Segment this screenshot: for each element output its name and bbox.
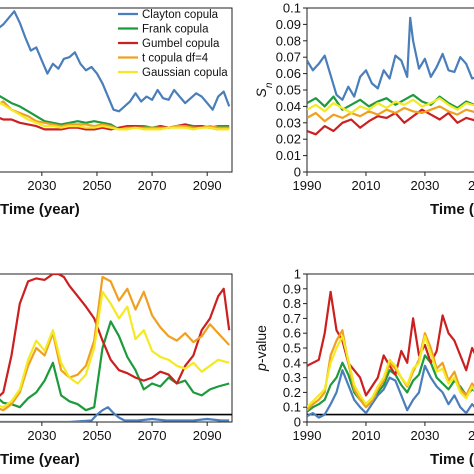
y-tick-label: 0: [294, 415, 301, 430]
series-line-clayton-copula: [0, 406, 230, 422]
series-line-t-copula-df-4: [307, 329, 474, 411]
series-line-frank-copula: [307, 354, 474, 413]
legend-label: Clayton copula: [142, 9, 219, 21]
legend-label: Gumbel copula: [142, 38, 220, 50]
series-line-gumbel-copula: [0, 117, 230, 131]
x-tick-label: 2030: [410, 178, 439, 193]
plot-area: [0, 273, 233, 423]
series-line-clayton-copula: [0, 10, 231, 113]
chart-panel-4: 1990 2010 2030 2 00.10.20.30.40.50.60.70.80.…: [253, 267, 474, 468]
series-line-gumbel-copula: [0, 274, 231, 397]
series-group: [0, 274, 231, 422]
series-line-gaussian-copula: [0, 101, 230, 131]
y-tick-label: 0.05: [276, 83, 301, 98]
series-line-clayton-copula: [307, 16, 474, 101]
series-line-clayton-copula: [307, 364, 474, 419]
y-axis-title: p-value: [253, 325, 269, 372]
y-tick-label: 0.04: [276, 99, 301, 114]
y-tick-label: 0: [294, 165, 301, 180]
series-line-frank-copula: [0, 94, 230, 131]
x-tick-label: 2010: [352, 428, 381, 443]
y-tick-label: 0.2: [283, 385, 301, 400]
y-tick-label: 0.07: [276, 50, 301, 65]
y-tick-label: 0.9: [283, 281, 301, 296]
series-line-frank-copula: [307, 93, 474, 111]
x-tick-label: 2070: [138, 428, 167, 443]
y-tick-label: 0.6: [283, 326, 301, 341]
legend-label: Frank copula: [142, 24, 209, 36]
x-tick-label: 1990: [293, 428, 322, 443]
y-tick-label: 0.03: [276, 115, 301, 130]
plot-area: [306, 7, 474, 173]
series-line-t-copula-df-4: [307, 105, 474, 123]
y-tick-label: 0.1: [283, 1, 301, 16]
x-tick-label: 2030: [27, 178, 56, 193]
chart-panel-1: 2030 2050 2070 2090 Time (year) Clayton copul…: [0, 7, 233, 218]
series-group: [307, 290, 474, 419]
y-tick-label: 0.02: [276, 132, 301, 147]
series-line-gumbel-copula: [307, 108, 474, 136]
legend-label: t copula df=4: [142, 53, 209, 65]
x-tick-label: 2050: [83, 178, 112, 193]
series-line-gaussian-copula: [307, 335, 474, 408]
x-tick-label: 2050: [83, 428, 112, 443]
x-tick-label: 2010: [352, 178, 381, 193]
x-axis-title: Time (year): [0, 201, 80, 218]
series-line-t-copula-df-4: [0, 100, 230, 131]
y-tick-label: 0.5: [283, 341, 301, 356]
series-group: [307, 16, 474, 136]
y-tick-label: 0.01: [276, 148, 301, 163]
y-axis-title: Sn: [253, 82, 275, 97]
y-tick-label: 0.8: [283, 296, 301, 311]
y-tick-label: 0.3: [283, 370, 301, 385]
series-line-frank-copula: [0, 320, 230, 412]
x-tick-label: 2: [468, 428, 474, 443]
series-line-gaussian-copula: [0, 290, 230, 409]
x-axis-title: Time (: [430, 201, 474, 218]
y-tick-label: 1: [294, 267, 301, 282]
x-tick-label: 2: [468, 178, 474, 193]
x-tick-label: 2090: [193, 428, 222, 443]
series-line-t-copula-df-4: [0, 275, 231, 412]
series-line-gaussian-copula: [307, 97, 474, 115]
x-tick-label: 2070: [138, 178, 167, 193]
y-tick-label: 0.4: [283, 355, 301, 370]
chart-panel-3: 2030 2050 2070 2090 Time (year): [0, 273, 233, 468]
y-tick-label: 0.06: [276, 66, 301, 81]
y-tick-label: 0.08: [276, 33, 301, 48]
legend-label: Gaussian copula: [142, 67, 228, 79]
series-group: [0, 10, 231, 131]
y-tick-label: 0.09: [276, 17, 301, 32]
x-axis-title: Time (year): [0, 451, 80, 468]
x-tick-label: 2030: [27, 428, 56, 443]
x-tick-label: 2030: [410, 428, 439, 443]
plot-area: [0, 7, 233, 173]
legend: Clayton copula Frank copula Gumbel copula t…: [118, 9, 228, 79]
x-tick-label: 2090: [193, 178, 222, 193]
series-line-gumbel-copula: [307, 290, 474, 397]
x-axis-title: Time (: [430, 451, 474, 468]
y-tick-label: 0.7: [283, 311, 301, 326]
y-tick-label: 0.1: [283, 400, 301, 415]
x-tick-label: 1990: [293, 178, 322, 193]
chart-panel-2: 1990 2010 2030 200.010.020.030.040.050.060.…: [253, 1, 474, 218]
